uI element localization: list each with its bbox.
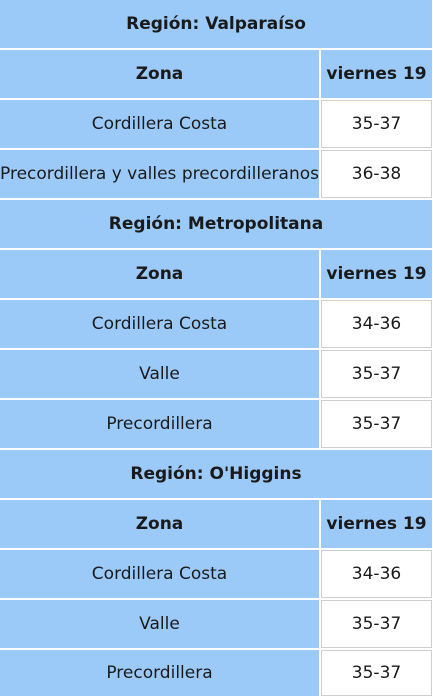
temperature-value: 35-37 xyxy=(321,600,432,648)
zone-cell: Cordillera Costa xyxy=(0,550,319,598)
day-column-header: viernes 19 xyxy=(321,250,432,298)
temperature-value: 35-37 xyxy=(321,100,432,148)
zone-cell: Valle xyxy=(0,350,319,398)
day-column-header: viernes 19 xyxy=(321,50,432,98)
temperature-value: 34-36 xyxy=(321,550,432,598)
day-column-header: viernes 19 xyxy=(321,500,432,548)
zone-column-header: Zona xyxy=(0,500,319,548)
zone-cell: Valle xyxy=(0,600,319,648)
zone-column-header: Zona xyxy=(0,50,319,98)
zone-column-header: Zona xyxy=(0,250,319,298)
region-title-metropolitana: Región: Metropolitana xyxy=(0,200,432,248)
temperature-value: 35-37 xyxy=(321,350,432,398)
temperature-value: 36-38 xyxy=(321,150,432,198)
region-title-valparaiso: Región: Valparaíso xyxy=(0,0,432,48)
region-title-ohiggins: Región: O'Higgins xyxy=(0,450,432,498)
zone-cell: Precordillera xyxy=(0,650,319,696)
zone-cell: Cordillera Costa xyxy=(0,300,319,348)
zone-cell: Precordillera xyxy=(0,400,319,448)
zone-cell: Precordillera y valles precordilleranos xyxy=(0,150,319,198)
temperature-value: 35-37 xyxy=(321,650,432,696)
temperature-value: 34-36 xyxy=(321,300,432,348)
zone-cell: Cordillera Costa xyxy=(0,100,319,148)
temperature-value: 35-37 xyxy=(321,400,432,448)
